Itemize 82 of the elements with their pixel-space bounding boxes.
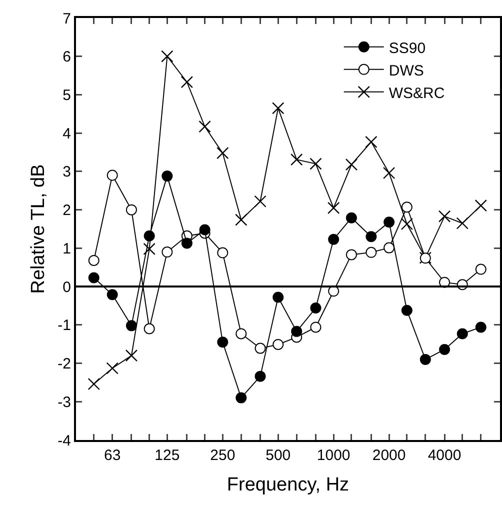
legend-label: WS&RC [388, 84, 445, 102]
y-tick-label: 7 [62, 10, 71, 28]
point [235, 214, 248, 226]
y-tick-label: -4 [58, 432, 71, 450]
y-tick-label: -3 [58, 394, 71, 411]
point [366, 246, 377, 258]
point [198, 120, 211, 133]
point [199, 224, 210, 236]
point [143, 242, 156, 256]
point [144, 230, 155, 242]
point [346, 249, 357, 260]
point [106, 289, 118, 300]
point [327, 202, 340, 214]
x-tick-label: 63 [104, 447, 121, 464]
point [401, 202, 412, 213]
point [439, 344, 450, 355]
point [236, 392, 247, 404]
x-tick-label: 250 [210, 447, 236, 464]
point [456, 217, 468, 230]
point [346, 212, 357, 224]
point [400, 218, 414, 230]
point [438, 210, 451, 222]
point [162, 170, 173, 182]
y-axis-title: Relative TL, dB [28, 164, 50, 294]
y-tick-label: -1 [58, 317, 71, 334]
point [475, 264, 486, 275]
point [272, 292, 284, 303]
y-tick-label: 1 [62, 240, 71, 258]
y-tick-label: -2 [58, 356, 71, 373]
x-axis-title: Frequency, Hz [226, 474, 350, 496]
point [272, 338, 284, 350]
y-tick-label: 0 [62, 278, 71, 296]
point [144, 323, 155, 334]
point [217, 247, 228, 258]
point [474, 200, 487, 212]
point [291, 326, 302, 337]
x-tick-label: 125 [154, 447, 180, 464]
point [401, 304, 412, 316]
point [384, 216, 395, 228]
point [310, 158, 322, 170]
point [217, 336, 228, 348]
legend-label: DWS [388, 62, 424, 80]
y-tick-label: 6 [62, 48, 71, 66]
point [272, 102, 284, 114]
point [456, 328, 468, 340]
point [345, 158, 358, 171]
point [88, 272, 100, 284]
x-tick-label: 2000 [372, 447, 406, 464]
x-tick-label: 500 [266, 447, 291, 464]
y-tick-label: 3 [62, 164, 71, 181]
x-tick-label: 1000 [316, 447, 350, 464]
y-tick-label: 4 [62, 125, 71, 142]
point [181, 238, 192, 249]
point [236, 328, 247, 340]
legend-label: SS90 [388, 40, 426, 57]
point [106, 362, 118, 374]
point [254, 195, 266, 208]
x-tick-label: 4000 [428, 447, 462, 464]
point [180, 76, 194, 88]
point [328, 234, 340, 245]
point [310, 302, 322, 314]
point [161, 50, 174, 62]
point [88, 378, 100, 390]
point [382, 166, 396, 180]
point [365, 136, 378, 148]
point [162, 246, 173, 258]
point [88, 254, 100, 266]
point [310, 322, 322, 333]
point [290, 153, 303, 166]
y-tick-label: 5 [62, 86, 71, 104]
point [126, 204, 137, 216]
y-tick-label: 2 [62, 202, 71, 220]
point [126, 320, 137, 332]
point [384, 242, 395, 254]
point [420, 354, 431, 365]
point [106, 170, 118, 181]
point [366, 231, 377, 242]
point [254, 342, 266, 354]
point [475, 322, 486, 333]
point [216, 146, 229, 160]
point [254, 370, 266, 382]
point [125, 350, 138, 362]
